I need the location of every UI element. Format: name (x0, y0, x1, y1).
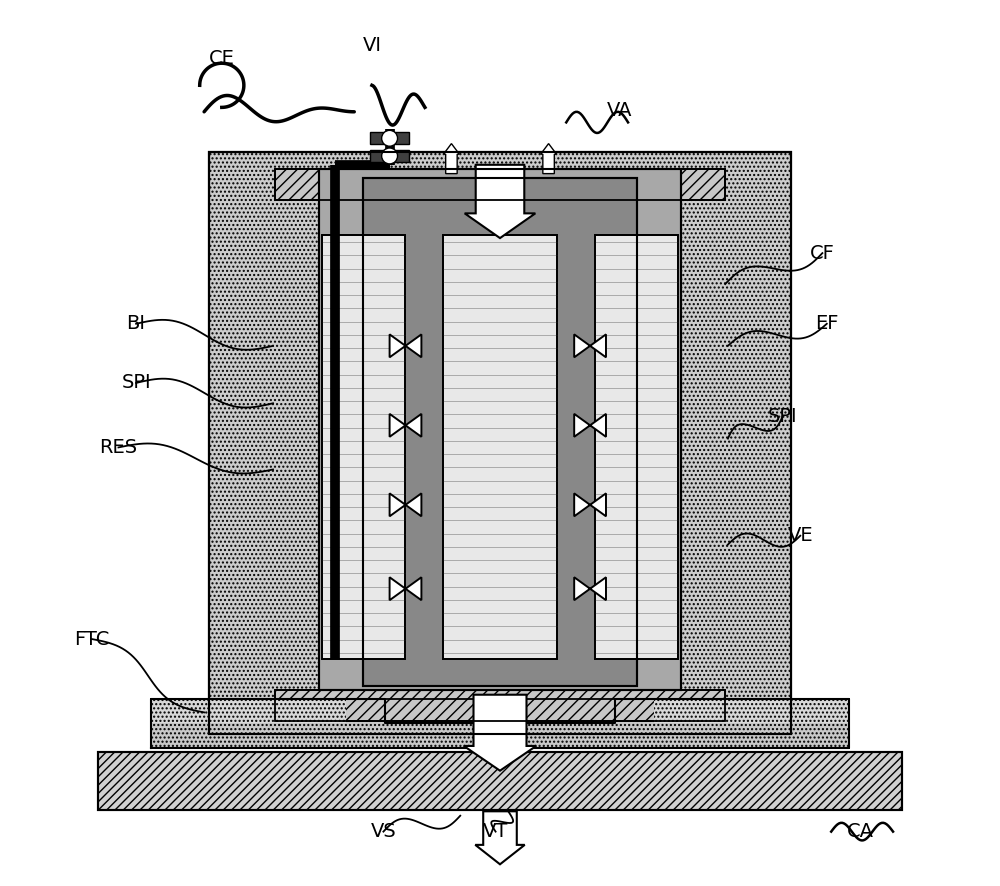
Text: VT: VT (483, 822, 508, 841)
Text: BI: BI (127, 315, 146, 333)
Polygon shape (390, 578, 421, 600)
FancyArrow shape (443, 144, 459, 174)
Circle shape (382, 130, 398, 146)
Text: CA: CA (847, 822, 874, 841)
Bar (322, 236, 405, 659)
Bar (370, 132, 409, 144)
Polygon shape (574, 494, 606, 517)
Text: VE: VE (787, 526, 813, 545)
Bar (363, 178, 637, 686)
Bar (209, 152, 791, 734)
Polygon shape (574, 578, 606, 600)
Circle shape (382, 148, 398, 164)
FancyArrow shape (465, 165, 535, 238)
Text: VI: VI (362, 36, 381, 55)
Bar (595, 236, 678, 659)
Bar (151, 699, 346, 724)
Bar (275, 169, 725, 200)
Bar (443, 236, 557, 659)
FancyArrow shape (541, 144, 557, 174)
Bar (275, 690, 725, 721)
Bar (209, 152, 791, 734)
Polygon shape (390, 334, 421, 357)
Bar (209, 152, 791, 734)
FancyArrow shape (475, 812, 525, 865)
Bar (443, 236, 557, 659)
Bar (654, 699, 849, 724)
Polygon shape (390, 414, 421, 437)
Text: VS: VS (371, 822, 396, 841)
Text: VA: VA (606, 100, 632, 120)
Bar (151, 699, 849, 748)
Polygon shape (390, 494, 421, 517)
Bar (595, 236, 678, 659)
Text: SPI: SPI (121, 373, 151, 392)
Text: FTC: FTC (74, 630, 110, 649)
Text: SPI: SPI (768, 407, 797, 426)
Text: CF: CF (810, 244, 835, 262)
Bar (275, 169, 725, 200)
Text: RES: RES (99, 438, 138, 457)
Bar (319, 169, 681, 690)
FancyArrow shape (464, 695, 536, 771)
Text: EF: EF (815, 315, 839, 333)
Text: CE: CE (209, 50, 235, 68)
Bar (275, 690, 725, 721)
Bar (319, 169, 681, 690)
Polygon shape (574, 334, 606, 357)
Bar (98, 752, 902, 810)
Bar (363, 178, 637, 686)
Bar (370, 150, 409, 162)
Bar (151, 699, 849, 748)
Polygon shape (574, 414, 606, 437)
Bar (98, 752, 902, 810)
Bar (322, 236, 405, 659)
